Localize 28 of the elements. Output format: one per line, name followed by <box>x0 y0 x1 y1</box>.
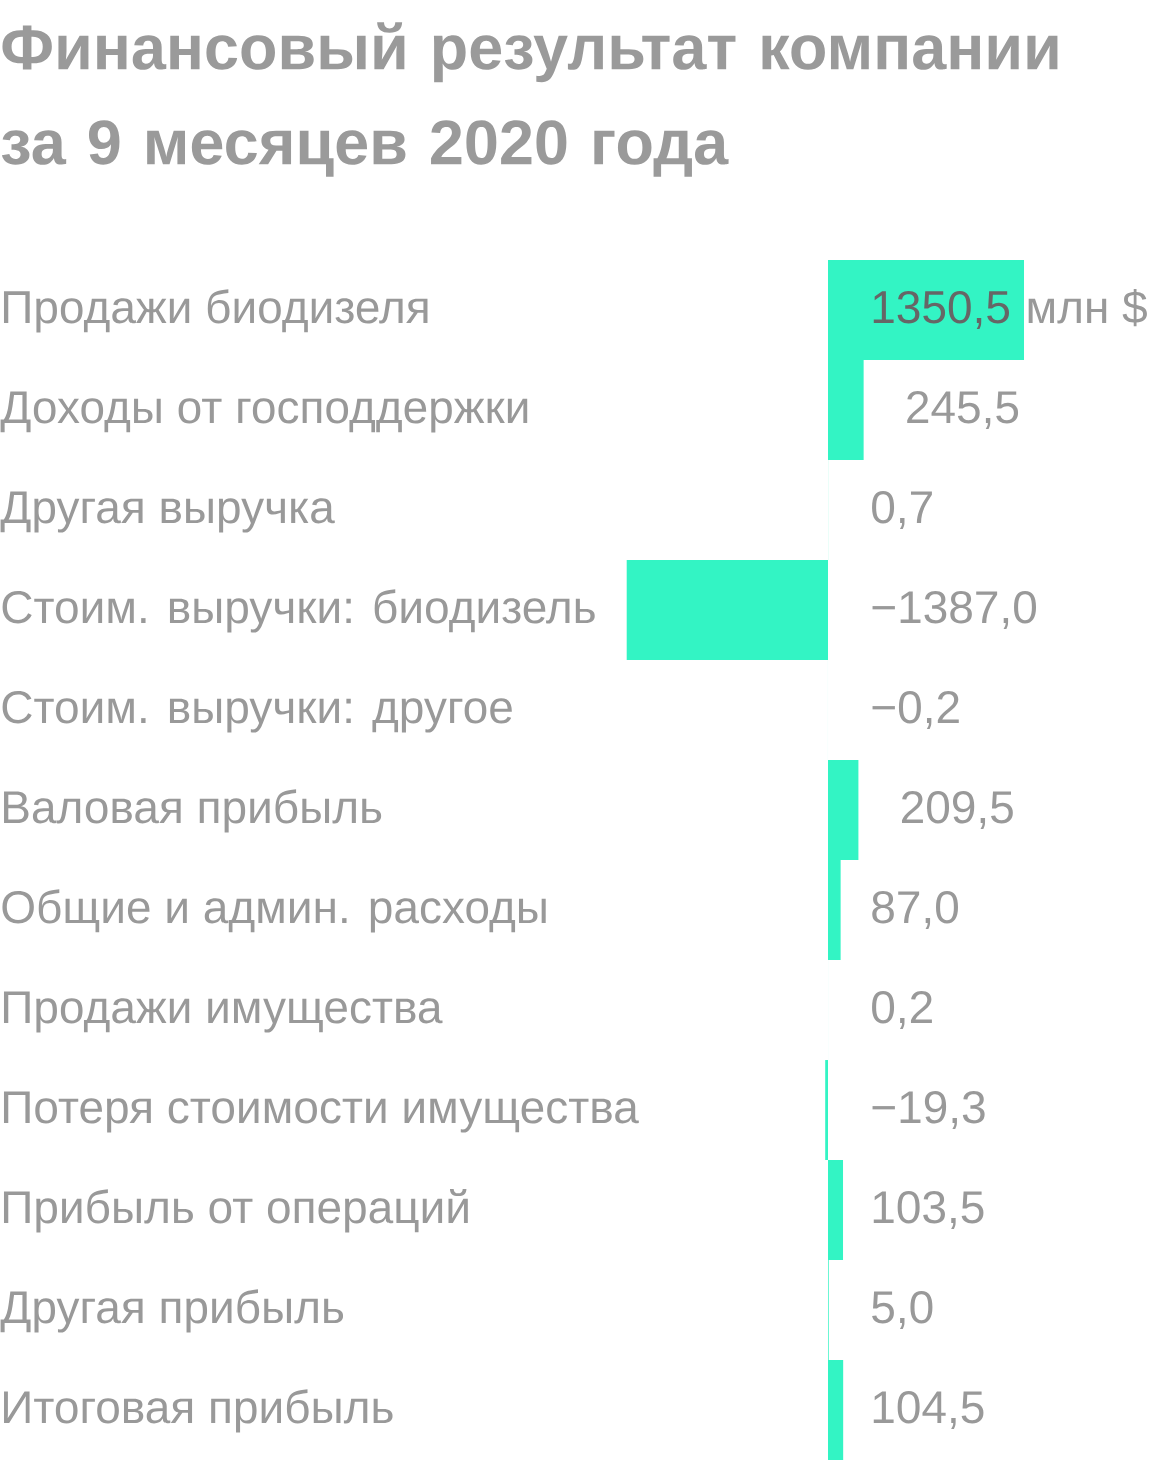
data-label: 87,0 <box>872 890 958 929</box>
y-tick-label: Итоговая прибыль <box>4 1389 393 1433</box>
data-label: 245,5 <box>907 390 1019 429</box>
data-label: 103,5 <box>873 1190 984 1229</box>
bar <box>825 1060 829 1161</box>
data-label: 104,5 <box>873 1390 984 1429</box>
bar <box>626 560 829 661</box>
y-tick-label: Другая прибыль <box>0 1289 344 1333</box>
y-tick-label: Стоим. выручки: другое <box>2 690 512 733</box>
y-tick-label: Валовая прибыль <box>4 789 382 833</box>
y-tick-label: Продажи имущества <box>3 991 443 1033</box>
y-tick-label: Стоим. выручки: биодизель <box>2 589 595 633</box>
chart-title: Финансовый результат компании за 9 месяцев 2020 года <box>1 22 1058 177</box>
y-tick-label: Прибыль от операций <box>3 1188 468 1233</box>
data-label: 1350,5 <box>873 290 1010 329</box>
text: млн $ <box>1028 288 1147 327</box>
data-label: −0,2 <box>872 690 959 729</box>
data-label: −19,3 <box>872 1090 985 1129</box>
y-tick-label: Продажи биодизеля <box>3 289 428 333</box>
y-tick-label: Общие и админ. расходы <box>2 889 546 933</box>
y-tick-label: Потеря стоимости имущества <box>3 1091 639 1133</box>
y-tick-label: Другая выручка <box>0 491 335 533</box>
data-label: −1387,0 <box>872 590 1037 629</box>
data-label: 209,5 <box>901 790 1013 829</box>
data-label: 5,0 <box>872 1290 933 1329</box>
data-label: 0,2 <box>872 990 932 1029</box>
data-label: 0,7 <box>872 490 932 529</box>
y-tick-label: Доходы от господдержки <box>0 391 528 433</box>
